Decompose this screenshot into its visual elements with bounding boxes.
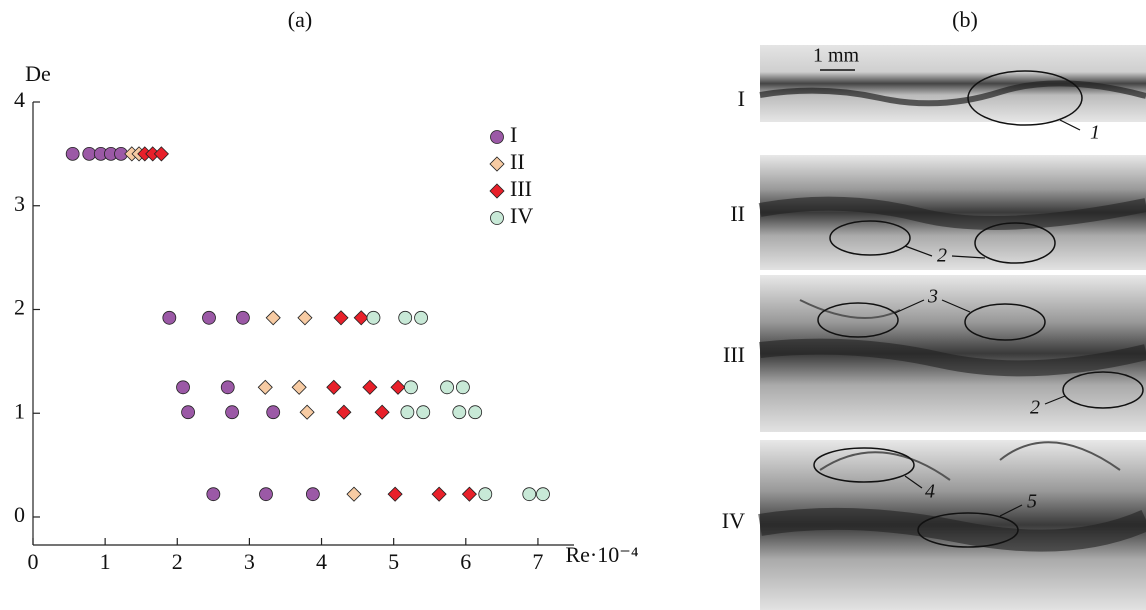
legend-label: II xyxy=(510,149,525,174)
point xyxy=(182,406,195,419)
point xyxy=(221,381,234,394)
point xyxy=(469,406,482,419)
annotation: 4 xyxy=(925,481,935,503)
row-label: IV xyxy=(722,508,745,533)
point xyxy=(177,381,190,394)
legend-marker xyxy=(491,131,504,144)
row-label: III xyxy=(723,342,745,367)
annotation: 2 xyxy=(937,245,947,267)
point xyxy=(337,405,351,419)
x-tick-label: 2 xyxy=(172,549,183,574)
x-tick-label: 5 xyxy=(388,549,399,574)
point xyxy=(479,488,492,501)
point xyxy=(388,487,402,501)
annotation: 2 xyxy=(1030,397,1040,419)
legend-marker xyxy=(490,184,504,198)
legend-label: IV xyxy=(510,203,533,228)
y-tick-label: 1 xyxy=(14,398,25,423)
point xyxy=(154,147,168,161)
y-axis-label: De xyxy=(25,61,51,86)
point xyxy=(236,311,249,324)
point xyxy=(259,488,272,501)
point xyxy=(266,311,280,325)
annotation: 1 xyxy=(1090,122,1100,144)
photos xyxy=(760,45,1146,610)
point xyxy=(523,488,536,501)
point xyxy=(207,488,220,501)
point xyxy=(367,311,380,324)
point xyxy=(375,405,389,419)
point xyxy=(432,487,446,501)
point xyxy=(334,311,348,325)
y-tick-label: 2 xyxy=(14,295,25,320)
x-tick-label: 0 xyxy=(28,549,39,574)
point xyxy=(354,311,368,325)
point xyxy=(347,487,361,501)
y-tick-label: 0 xyxy=(14,502,25,527)
point xyxy=(391,380,405,394)
page: {"chart_data": {"type": "scatter", "titl… xyxy=(0,0,1146,610)
legend-label: III xyxy=(510,176,532,201)
y-tick-label: 3 xyxy=(14,191,25,216)
point xyxy=(83,147,96,160)
point xyxy=(163,311,176,324)
point xyxy=(441,381,454,394)
point xyxy=(417,406,430,419)
point xyxy=(267,406,280,419)
x-tick-label: 4 xyxy=(316,549,327,574)
point xyxy=(258,380,272,394)
point xyxy=(404,381,417,394)
point xyxy=(399,311,412,324)
point xyxy=(226,406,239,419)
point xyxy=(415,311,428,324)
point xyxy=(363,380,377,394)
point xyxy=(462,487,476,501)
figure: (a) De Re·10⁻⁴ (b) 1 mm I II III IV 1 2 … xyxy=(0,0,1146,610)
point xyxy=(203,311,216,324)
x-axis-label: Re·10⁻⁴ xyxy=(565,542,638,567)
panel-b-title: (b) xyxy=(952,7,978,32)
x-tick-label: 6 xyxy=(460,549,471,574)
point xyxy=(300,405,314,419)
scale-label: 1 mm xyxy=(813,45,860,67)
legend-label: I xyxy=(510,122,517,147)
point xyxy=(298,311,312,325)
x-tick-label: 7 xyxy=(532,549,543,574)
point xyxy=(327,380,341,394)
panel-a-title: (a) xyxy=(288,7,312,32)
point xyxy=(536,488,549,501)
row-label: I xyxy=(738,86,745,111)
point xyxy=(453,406,466,419)
annotation: 5 xyxy=(1027,491,1037,513)
point xyxy=(66,147,79,160)
point xyxy=(401,406,414,419)
x-tick-label: 1 xyxy=(100,549,111,574)
point xyxy=(292,380,306,394)
y-tick-label: 4 xyxy=(14,87,25,112)
legend-marker xyxy=(490,157,504,171)
annotation: 3 xyxy=(927,286,938,308)
x-tick-label: 3 xyxy=(244,549,255,574)
point xyxy=(456,381,469,394)
point xyxy=(306,488,319,501)
row-label: II xyxy=(730,201,745,226)
legend-marker xyxy=(491,212,504,225)
